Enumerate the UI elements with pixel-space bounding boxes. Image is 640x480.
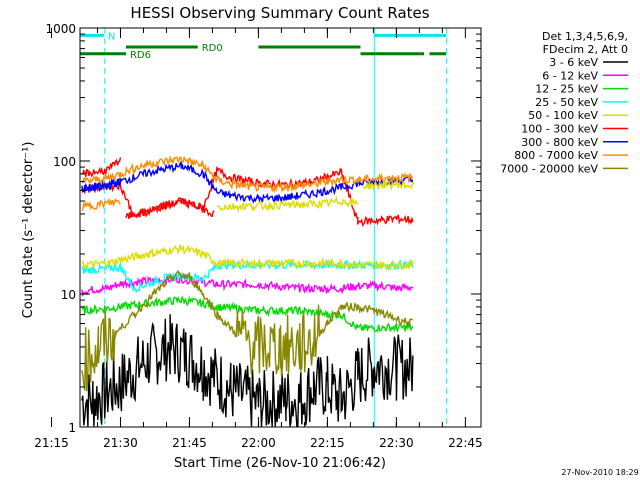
x-tick-label: 21:45	[172, 436, 207, 450]
x-tick-label: 21:30	[103, 436, 138, 450]
y-axis-label: Count Rate (s⁻¹ detector⁻¹)	[21, 142, 36, 319]
footer-timestamp: 27-Nov-2010 18:29	[561, 468, 638, 477]
series-line-300-800-keV-segment	[81, 178, 122, 194]
y-tick-label: 1000	[45, 22, 76, 36]
series-line-3-6-keV	[81, 314, 414, 427]
series-line-7000-20000-keV	[81, 270, 413, 392]
y-tick-label: 100	[53, 155, 76, 169]
legend-label: 25 - 50 keV	[535, 96, 598, 109]
series-line-6-12-keV	[81, 274, 414, 298]
plot-frame	[79, 27, 482, 428]
legend-label: 7000 - 20000 keV	[500, 162, 598, 175]
series-line-100-300-keV-segment	[81, 157, 122, 178]
flag-label-n: N	[108, 31, 115, 42]
legend-label: 300 - 800 keV	[521, 136, 598, 149]
flag-label-rd6: RD6	[130, 50, 151, 61]
x-tick-label: 22:15	[310, 436, 345, 450]
x-tick-label: 22:00	[241, 436, 276, 450]
x-tick-label: 21:15	[34, 436, 69, 450]
chart-title: HESSI Observing Summary Count Rates	[130, 4, 429, 22]
legend-label: 100 - 300 keV	[521, 123, 598, 136]
legend-label: 50 - 100 keV	[528, 109, 598, 122]
series-line-50-100-keV-segment	[216, 195, 359, 214]
plot-area: N RD0 RD6 21:15 21:30 21:45 22:00 22:15 22:30 22…	[34, 22, 482, 450]
series-line-100-300-keV-segment	[125, 197, 215, 220]
series-line-12-25-keV	[81, 295, 414, 334]
legend-label: 12 - 25 keV	[535, 83, 598, 96]
flag-label-rd0: RD0	[202, 43, 223, 54]
legend-label: 3 - 6 keV	[549, 56, 598, 69]
y-tick-label: 10	[61, 288, 76, 302]
series-line-800-7000-keV	[81, 154, 414, 194]
y-tick-label: 1	[68, 421, 76, 435]
legend-label: 6 - 12 keV	[542, 69, 598, 82]
legend-label: 800 - 7000 keV	[514, 149, 598, 162]
legend-title-line-1: Det 1,3,4,5,6,9,	[542, 30, 628, 43]
legend-title-line-2: FDecim 2, Att 0	[543, 43, 628, 56]
series-line-50-100-keV-segment	[362, 179, 414, 192]
x-axis-label: Start Time (26-Nov-10 21:06:42)	[174, 456, 386, 471]
x-tick-label: 22:45	[448, 436, 483, 450]
series-line-50-100-keV	[81, 244, 414, 272]
x-tick-label: 22:30	[379, 436, 414, 450]
legend: Det 1,3,4,5,6,9, FDecim 2, Att 0 3 - 6 k…	[500, 30, 628, 175]
series-line-800-7000-keV-segment	[81, 197, 121, 212]
